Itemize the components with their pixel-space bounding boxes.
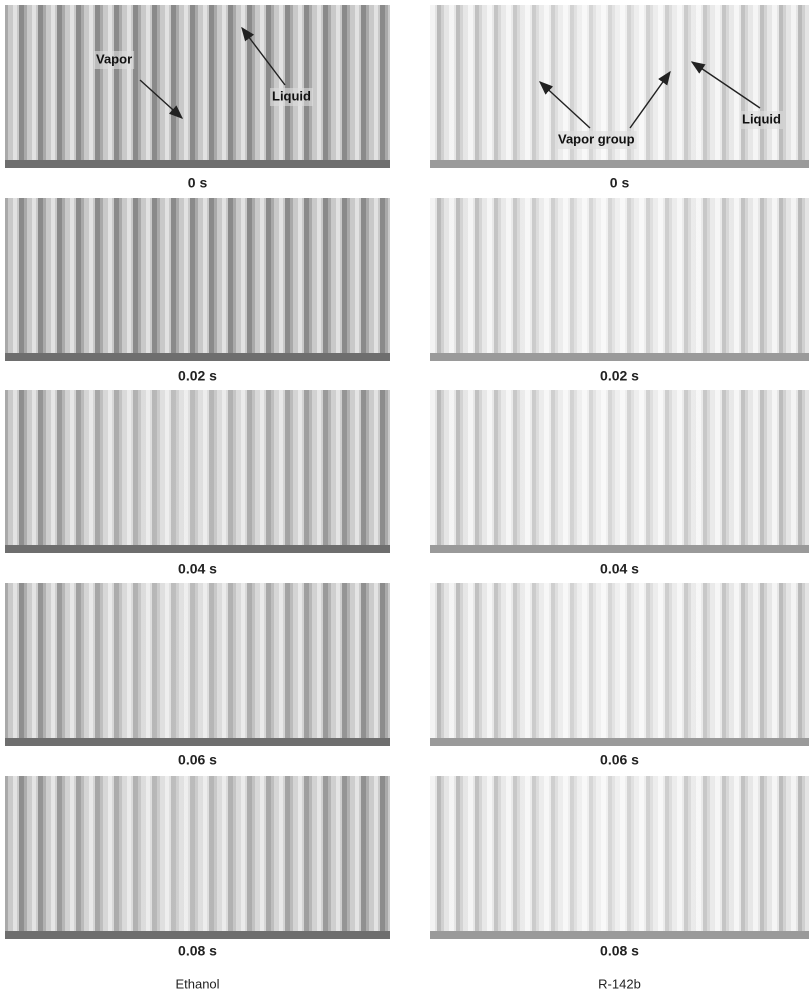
annotation: Liquid	[272, 88, 311, 103]
photo-frame	[5, 5, 390, 168]
column-label: Ethanol	[175, 976, 219, 991]
photo-base	[430, 353, 809, 361]
photo-frame	[5, 198, 390, 361]
annotation: Liquid	[742, 111, 781, 126]
photo-highlight	[430, 390, 809, 553]
time-label: 0 s	[188, 175, 208, 191]
time-label: 0.04 s	[600, 561, 639, 577]
annotation: Vapor group	[558, 131, 635, 146]
time-label: 0.08 s	[600, 943, 639, 959]
photo-base	[430, 160, 809, 168]
time-label: 0.02 s	[178, 368, 217, 384]
time-label: 0.08 s	[178, 943, 217, 959]
photo-highlight	[5, 390, 390, 553]
photo-highlight	[430, 198, 809, 361]
column-label: R-142b	[598, 976, 641, 991]
photo-highlight	[430, 776, 809, 939]
photo-base	[5, 738, 390, 746]
figure: 0 s 0.02 s 0.04 s 0.06 s 0.08 s Ethanol 0 s 0.0…	[0, 0, 809, 994]
time-label: 0.02 s	[600, 368, 639, 384]
photo-highlight	[5, 776, 390, 939]
annotation: Vapor	[96, 51, 132, 66]
photo-base	[5, 160, 390, 168]
time-label: 0 s	[610, 175, 630, 191]
photo-base	[5, 353, 390, 361]
time-label: 0.06 s	[600, 752, 639, 768]
time-label: 0.06 s	[178, 752, 217, 768]
photo-highlight	[5, 583, 390, 746]
photo-highlight	[430, 583, 809, 746]
photo-base	[430, 931, 809, 939]
photo-base	[5, 931, 390, 939]
time-label: 0.04 s	[178, 561, 217, 577]
photo-base	[430, 545, 809, 553]
photo-base	[430, 738, 809, 746]
photo-base	[5, 545, 390, 553]
